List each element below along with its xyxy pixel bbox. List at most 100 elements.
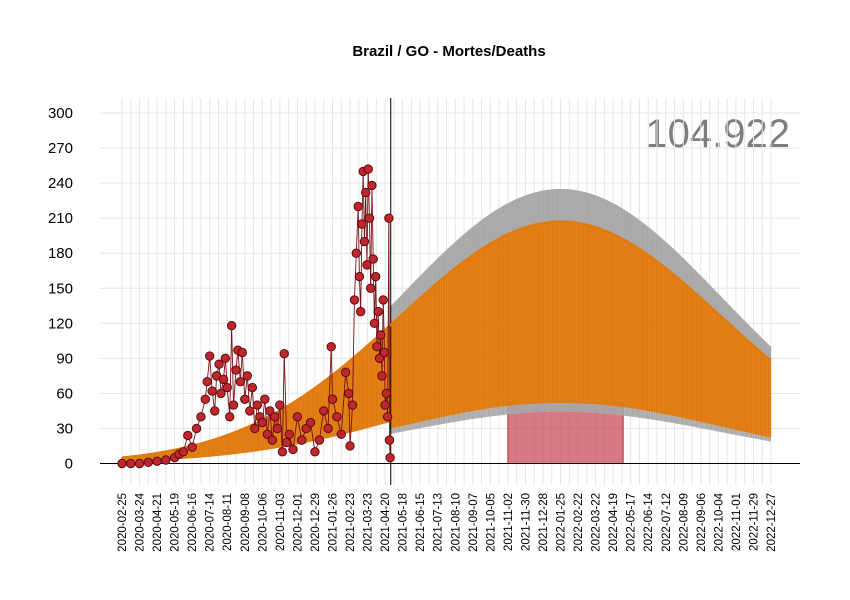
observed-point	[314, 435, 325, 445]
observed-connector	[349, 405, 353, 447]
observed-point	[381, 388, 392, 399]
observed-point	[369, 318, 380, 328]
observed-point	[272, 423, 283, 434]
x-tick-label: 2020-12-01	[292, 493, 304, 552]
observed-connector	[352, 299, 355, 406]
observed-point	[376, 330, 386, 340]
observed-connector	[264, 399, 268, 435]
observed-point	[365, 283, 376, 293]
observed-point	[205, 351, 215, 361]
observed-point	[214, 359, 224, 369]
observed-point	[347, 400, 358, 410]
observed-point	[385, 452, 395, 463]
observed-point	[378, 295, 388, 305]
observed-point	[288, 444, 298, 455]
observed-point	[262, 429, 273, 439]
observed-point	[372, 341, 382, 352]
x-tick-label: 2021-07-13	[433, 493, 445, 552]
x-tick-label: 2021-02-23	[345, 493, 357, 552]
observed-point	[297, 435, 307, 445]
observed-point	[225, 412, 235, 422]
observed-connector	[340, 372, 347, 435]
observed-connector	[388, 218, 390, 441]
x-tick-label: 2020-06-16	[187, 493, 199, 552]
observed-point	[332, 412, 342, 422]
observed-connector	[292, 416, 298, 450]
observed-point	[359, 236, 370, 247]
y-tick-label: 120	[48, 315, 73, 332]
observed-point	[367, 180, 377, 191]
observed-point	[277, 447, 288, 457]
observed-points	[117, 164, 395, 469]
observed-point	[310, 447, 320, 457]
chart-title: Brazil / GO - Mortes/Deaths	[352, 43, 545, 60]
observed-point	[353, 201, 363, 212]
x-tick-label: 2021-04-20	[380, 493, 392, 552]
observed-point	[134, 458, 145, 469]
observed-point	[380, 400, 390, 410]
x-tick-label: 2021-01-26	[327, 493, 339, 552]
observed-connector	[357, 206, 360, 277]
observed-point	[126, 458, 136, 469]
observed-point	[344, 388, 354, 399]
observed-point	[117, 458, 127, 469]
y-tick-label: 210	[48, 210, 73, 227]
observed-point	[231, 365, 241, 375]
y-tick-label: 90	[56, 350, 73, 367]
observed-point	[360, 187, 371, 198]
projection-fit-line	[121, 220, 772, 459]
observed-point	[216, 388, 226, 399]
observed-connector	[327, 346, 332, 429]
observed-point	[228, 400, 239, 410]
observed-point	[196, 412, 206, 422]
x-tick-label: 2022-10-04	[713, 492, 725, 551]
observed-point	[260, 394, 270, 404]
observed-point	[282, 437, 292, 448]
x-tick-label: 2021-11-02	[503, 493, 515, 551]
x-tick-label: 2022-05-17	[626, 493, 638, 552]
observed-point	[267, 435, 278, 445]
observed-connector	[239, 352, 243, 382]
observed-point	[368, 254, 378, 264]
observed-connector	[224, 358, 228, 388]
observed-point	[327, 394, 338, 404]
observed-point	[362, 260, 372, 270]
x-tick-label: 2021-05-18	[398, 493, 410, 552]
observed-point	[349, 295, 360, 305]
observed-connector	[318, 410, 325, 441]
y-tick-label: 240	[48, 175, 73, 192]
x-tick-label: 2020-11-03	[275, 493, 287, 551]
observed-point	[242, 371, 252, 381]
observed-connector	[226, 387, 231, 417]
y-tick-label: 180	[48, 245, 73, 262]
x-tick-label: 2022-07-12	[661, 493, 673, 552]
x-tick-label: 2022-09-06	[696, 493, 708, 552]
observed-point	[265, 406, 275, 416]
x-tick-label: 2021-08-10	[450, 493, 462, 552]
projection-fit-bars	[121, 221, 772, 462]
observed-point	[210, 406, 220, 416]
total-deaths-label: 104.922	[645, 112, 790, 156]
x-tick-label: 2021-03-23	[363, 493, 375, 552]
y-tick-label: 60	[56, 385, 73, 402]
observed-point	[220, 353, 231, 364]
observed-point	[240, 394, 250, 404]
x-tick-label: 2020-05-19	[170, 493, 182, 552]
x-tick-label: 2021-11-30	[520, 493, 532, 551]
x-tick-label: 2022-01-25	[556, 493, 568, 552]
observed-point	[284, 429, 294, 439]
observed-point	[345, 441, 355, 451]
y-tick-label: 270	[48, 140, 73, 157]
observed-connector	[231, 325, 234, 406]
x-tick-label: 2022-06-14	[643, 492, 655, 551]
observed-point	[305, 417, 316, 428]
observed-point	[319, 406, 329, 416]
observed-point	[161, 455, 171, 465]
observed-point	[218, 374, 229, 385]
x-tick-label: 2020-08-11	[222, 493, 234, 551]
observed-point	[250, 423, 260, 434]
observed-point	[351, 248, 361, 258]
observed-point	[384, 213, 394, 223]
observed-point	[191, 423, 202, 434]
x-tick-label: 2020-02-25	[117, 493, 129, 552]
